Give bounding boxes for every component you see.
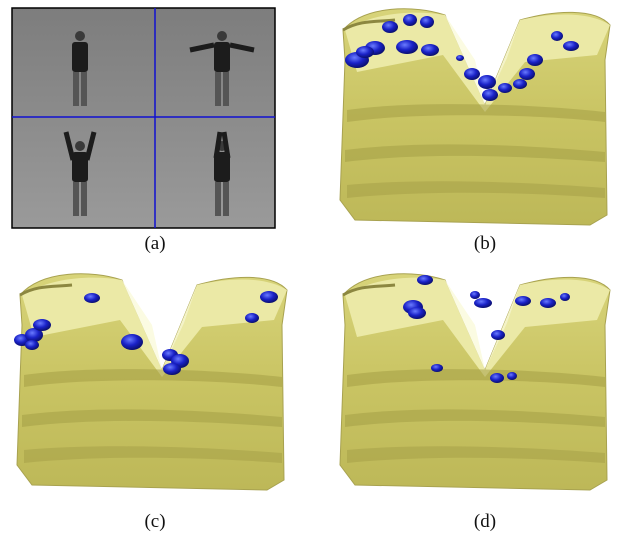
blob — [470, 291, 480, 299]
blob — [513, 79, 527, 89]
video-frames — [12, 8, 275, 228]
caption: (b) — [474, 233, 496, 254]
figure: (a) (b) (c) (d) — [0, 0, 623, 537]
blob — [431, 364, 443, 372]
blob — [540, 298, 556, 308]
blob — [25, 340, 39, 350]
page: (a) (b) (c) (d) (() => { const data = JS… — [0, 0, 623, 537]
blob — [464, 68, 480, 80]
shape — [12, 8, 275, 228]
blob — [260, 291, 278, 303]
blob — [396, 40, 418, 54]
blob — [408, 307, 426, 319]
blob — [163, 363, 181, 375]
caption: (d) — [474, 511, 496, 532]
surface-c — [14, 274, 287, 490]
blob — [420, 16, 434, 28]
blob — [403, 14, 417, 26]
blob — [515, 296, 531, 306]
surface-b — [340, 9, 610, 225]
blob — [382, 21, 398, 33]
blob — [490, 373, 504, 383]
blob — [563, 41, 579, 51]
blob — [474, 298, 492, 308]
blob — [245, 313, 259, 323]
blob — [121, 334, 143, 350]
blob — [482, 89, 498, 101]
blob — [527, 54, 543, 66]
shape — [340, 274, 610, 490]
surface-d — [340, 274, 610, 490]
blob — [560, 293, 570, 301]
blob — [507, 372, 517, 380]
blob — [84, 293, 100, 303]
blob — [456, 55, 464, 61]
blob — [421, 44, 439, 56]
blob — [33, 319, 51, 331]
blob — [498, 83, 512, 93]
blob — [478, 75, 496, 89]
blob — [491, 330, 505, 340]
blob — [551, 31, 563, 41]
shape — [17, 274, 287, 490]
caption: (c) — [144, 511, 165, 532]
blob — [519, 68, 535, 80]
blob — [417, 275, 433, 285]
blob — [356, 46, 374, 58]
caption: (a) — [144, 233, 165, 254]
